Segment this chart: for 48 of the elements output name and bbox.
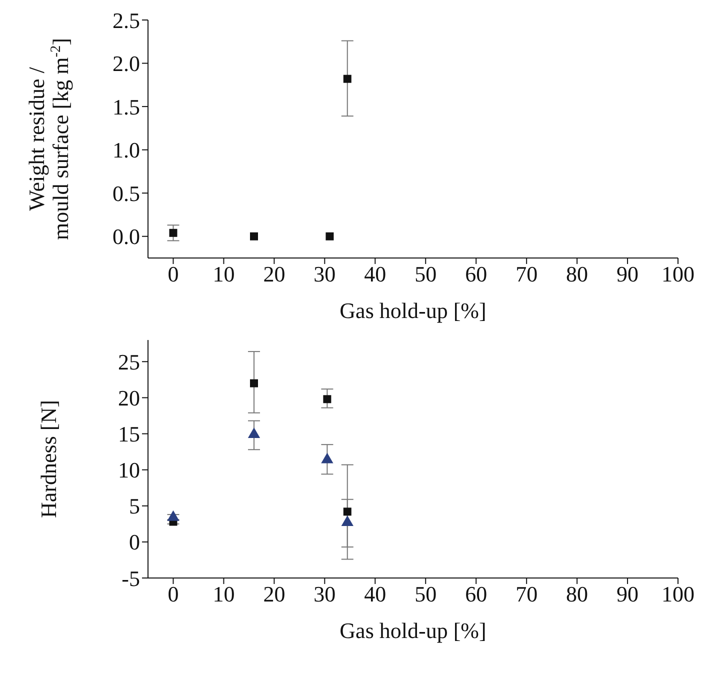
point — [326, 232, 334, 240]
y-tick-label: -5 — [122, 566, 140, 591]
point — [341, 515, 354, 526]
y-tick-label: 10 — [118, 458, 140, 483]
y-tick-label: 1.5 — [112, 94, 140, 120]
point — [169, 228, 178, 237]
x-tick-label: 50 — [414, 582, 437, 607]
x-tick-label: 100 — [662, 582, 694, 607]
point — [250, 379, 258, 388]
x-tick-label: 90 — [616, 262, 639, 287]
x-tick-label: 70 — [516, 582, 538, 607]
y-tick-label: 15 — [118, 422, 140, 447]
y-tick-label: 2.5 — [112, 8, 140, 33]
point — [250, 232, 258, 240]
y-tick-label: 2.0 — [112, 51, 140, 76]
x-tick-label: 20 — [263, 262, 286, 287]
y-tick-label: 0.5 — [112, 180, 140, 206]
x-tick-label: 10 — [212, 582, 235, 607]
point — [248, 427, 260, 438]
x-tick-label: 0 — [168, 582, 179, 607]
x-tick-label: 50 — [414, 262, 437, 287]
x-tick-label: 60 — [465, 262, 488, 287]
x-axis-title: Gas hold-up [%] — [340, 298, 486, 323]
point — [167, 510, 180, 521]
y-tick-label: 20 — [118, 386, 140, 411]
y-tick-label: 1.0 — [112, 138, 140, 163]
x-tick-label: 80 — [566, 582, 588, 607]
x-tick-label: 30 — [314, 262, 336, 287]
point — [343, 74, 352, 83]
x-tick-label: 70 — [516, 262, 538, 287]
x-tick-label: 40 — [364, 262, 386, 287]
x-tick-label: 30 — [314, 582, 336, 607]
y-tick-label: 25 — [118, 349, 140, 374]
y-tick-label: 0 — [129, 530, 140, 555]
x-tick-label: 10 — [212, 262, 235, 287]
x-tick-label: 90 — [616, 582, 639, 607]
x-axis-title: Gas hold-up [%] — [340, 618, 486, 643]
y-axis-title: Hardness [N] — [36, 400, 61, 518]
y-tick-label: 5 — [129, 494, 140, 519]
point — [323, 395, 332, 404]
x-tick-label: 100 — [662, 262, 694, 287]
x-tick-label: 60 — [465, 582, 488, 607]
x-tick-label: 20 — [263, 582, 286, 607]
x-tick-label: 0 — [168, 262, 179, 287]
x-tick-label: 40 — [364, 582, 386, 607]
x-tick-label: 80 — [566, 262, 588, 287]
y-tick-label: 0.0 — [112, 224, 140, 250]
point — [321, 452, 334, 464]
